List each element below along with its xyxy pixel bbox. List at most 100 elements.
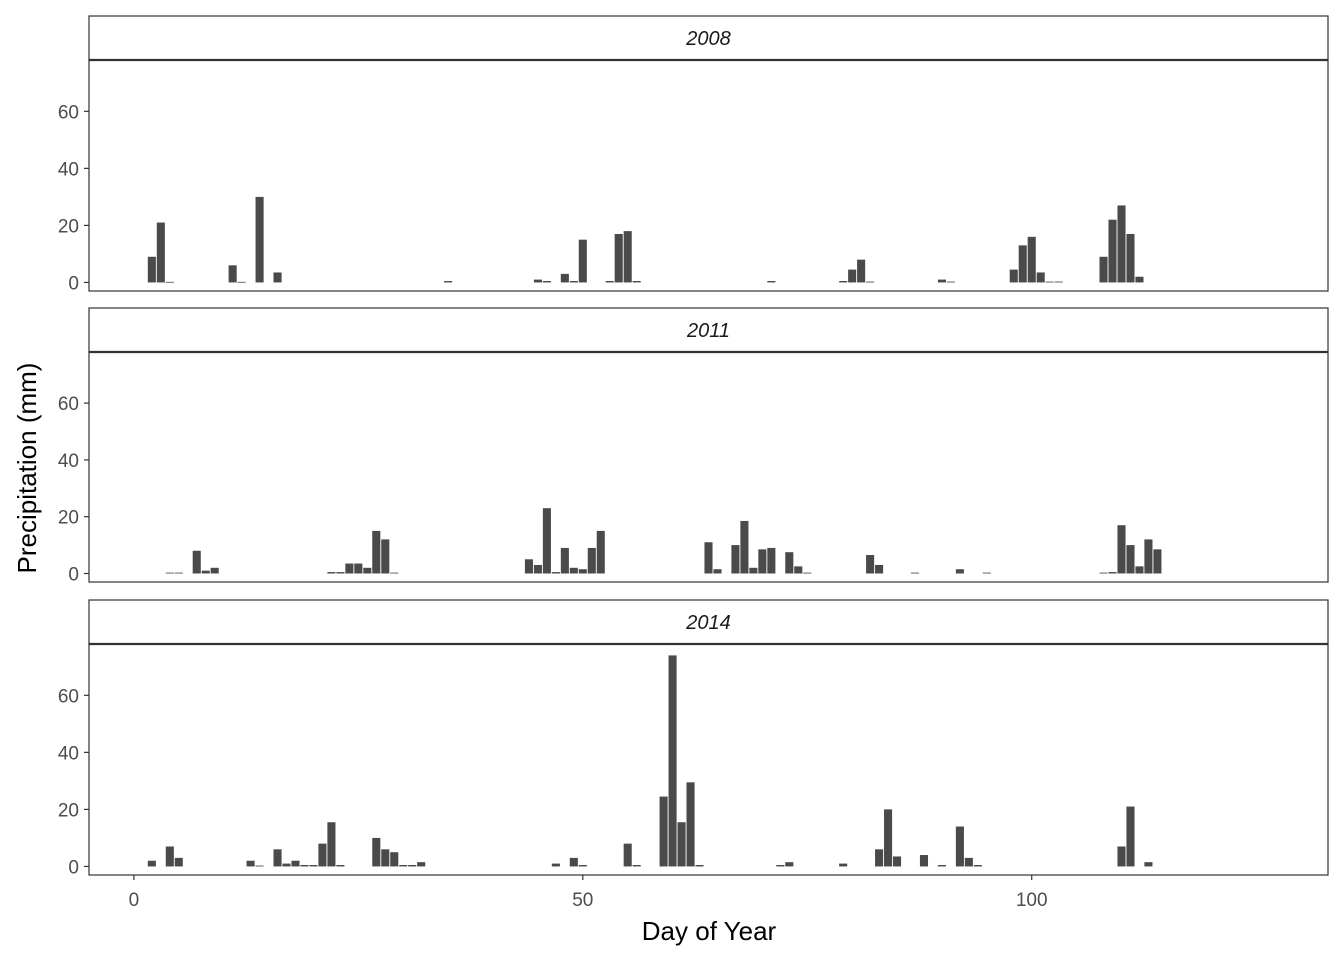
- bar: [201, 570, 210, 574]
- x-axis-title: Day of Year: [642, 916, 777, 946]
- bar: [919, 855, 929, 867]
- x-axis: 0 50 100: [129, 875, 1048, 911]
- bar: [210, 567, 219, 574]
- bar: [785, 552, 794, 574]
- bar: [1099, 256, 1108, 283]
- facet-label: 2014: [685, 612, 731, 634]
- facet-strip: [88, 15, 1329, 61]
- bar-series: [147, 655, 1153, 867]
- bar: [165, 846, 174, 867]
- bar: [542, 508, 551, 574]
- bar: [363, 567, 372, 574]
- y-tick-label: 40: [58, 743, 79, 764]
- bar: [884, 809, 893, 867]
- bar: [1108, 219, 1117, 283]
- bar: [336, 572, 345, 574]
- bar: [1054, 281, 1063, 283]
- bar: [1126, 545, 1135, 574]
- bar: [533, 564, 542, 574]
- bar: [767, 281, 776, 283]
- bar: [893, 856, 902, 867]
- bar: [982, 572, 991, 574]
- bar: [255, 196, 264, 283]
- bar: [758, 549, 767, 574]
- y-tick-label: 40: [58, 451, 79, 472]
- y-tick-label: 20: [58, 508, 79, 529]
- bar: [372, 530, 381, 574]
- bar: [1153, 549, 1162, 574]
- bar: [937, 865, 946, 867]
- bar: [803, 572, 812, 574]
- bar-series: [165, 508, 1162, 574]
- bar: [1144, 539, 1153, 574]
- bar: [165, 281, 174, 283]
- bar: [776, 865, 785, 867]
- bar: [695, 865, 704, 867]
- bar: [372, 837, 381, 867]
- bar: [866, 281, 875, 283]
- y-tick-label: 60: [58, 686, 79, 707]
- bar: [875, 564, 884, 574]
- bar: [354, 563, 363, 574]
- bar: [327, 822, 336, 867]
- bar: [444, 281, 453, 283]
- bar: [740, 520, 749, 574]
- bar: [1027, 236, 1036, 283]
- bar: [381, 849, 390, 867]
- bar: [569, 857, 578, 867]
- y-tick-label: 20: [58, 216, 79, 237]
- y-tick-label: 40: [58, 159, 79, 180]
- bar: [659, 796, 668, 867]
- bar: [327, 572, 336, 574]
- y-tick-label: 0: [68, 273, 79, 294]
- bar: [273, 849, 282, 867]
- bar: [1036, 272, 1045, 283]
- bar: [569, 281, 578, 283]
- bar: [668, 655, 677, 867]
- y-tick-label: 0: [68, 857, 79, 878]
- bar: [569, 567, 578, 574]
- bar: [946, 281, 955, 283]
- panel-border: [88, 643, 1329, 876]
- x-tick-label: 50: [572, 890, 593, 911]
- bar: [1108, 572, 1117, 574]
- bar: [785, 862, 794, 867]
- bar: [381, 539, 390, 574]
- bar: [309, 865, 318, 867]
- bar: [390, 852, 399, 867]
- bar: [551, 863, 560, 867]
- bar: [875, 849, 884, 867]
- bar: [1126, 233, 1135, 283]
- bar: [749, 567, 758, 574]
- bar: [174, 857, 183, 867]
- bar: [731, 545, 740, 574]
- bar: [291, 860, 300, 867]
- x-tick-label: 0: [129, 890, 140, 911]
- bar: [866, 555, 875, 574]
- bar: [1117, 846, 1126, 867]
- facet-strip: [88, 599, 1329, 645]
- bar: [623, 843, 632, 867]
- y-tick-label: 20: [58, 800, 79, 821]
- bar: [1099, 572, 1108, 574]
- y-tick-label: 60: [58, 102, 79, 123]
- bar: [336, 865, 345, 867]
- bar: [794, 566, 803, 574]
- y-tick-label: 60: [58, 394, 79, 415]
- bar: [587, 547, 596, 574]
- bar: [578, 239, 587, 283]
- bar: [345, 563, 354, 574]
- bar: [955, 826, 964, 867]
- bar: [1018, 245, 1027, 283]
- bar: [165, 572, 174, 574]
- bar: [273, 272, 282, 283]
- bar: [910, 572, 920, 574]
- bar: [839, 281, 848, 283]
- bar: [282, 863, 291, 867]
- bar: [839, 863, 848, 867]
- bar-series: [147, 196, 1144, 283]
- bar: [848, 269, 857, 283]
- bar: [623, 231, 632, 283]
- bar: [1135, 276, 1144, 283]
- bar: [174, 572, 183, 574]
